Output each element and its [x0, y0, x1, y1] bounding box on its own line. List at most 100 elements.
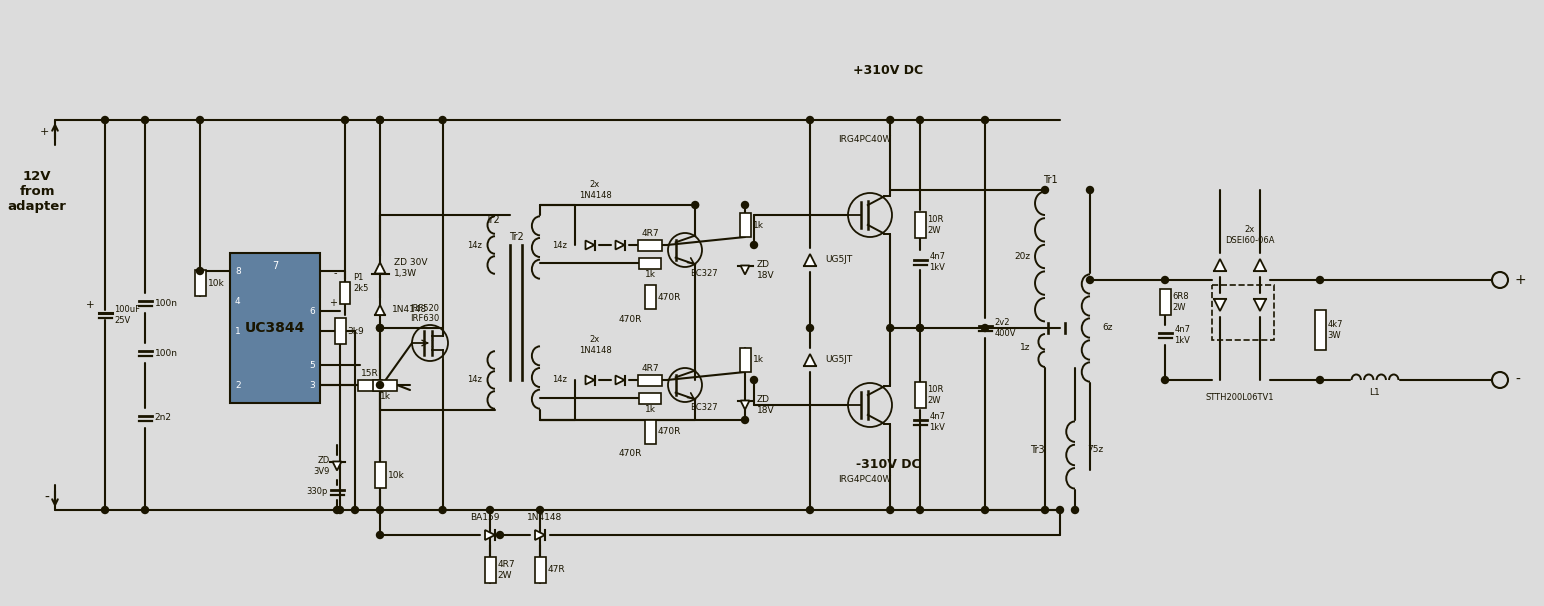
- Polygon shape: [741, 401, 749, 410]
- Text: 6z: 6z: [1102, 324, 1113, 333]
- Text: 6R8
2W: 6R8 2W: [1172, 292, 1189, 311]
- Text: +310V DC: +310V DC: [852, 64, 923, 76]
- Bar: [358, 379, 381, 390]
- Circle shape: [102, 116, 108, 124]
- Circle shape: [377, 116, 383, 124]
- Bar: [230, 253, 320, 403]
- Circle shape: [377, 324, 383, 331]
- Circle shape: [536, 507, 543, 513]
- Circle shape: [1087, 187, 1093, 193]
- Text: ZD 30V
1,3W: ZD 30V 1,3W: [394, 258, 428, 278]
- Text: -: -: [1515, 373, 1519, 387]
- Text: 1k: 1k: [752, 221, 763, 230]
- Polygon shape: [1214, 259, 1226, 271]
- Text: UG5JT: UG5JT: [824, 356, 852, 364]
- Text: 2n2: 2n2: [154, 413, 171, 422]
- Text: Tr2: Tr2: [508, 232, 523, 242]
- Text: 47R: 47R: [548, 565, 565, 574]
- Text: BA159: BA159: [471, 513, 500, 522]
- Polygon shape: [375, 305, 384, 315]
- Circle shape: [196, 116, 204, 124]
- Circle shape: [917, 324, 923, 331]
- Bar: [740, 213, 750, 237]
- Text: 4n7
1kV: 4n7 1kV: [1175, 325, 1190, 345]
- Text: 12V
from
adapter: 12V from adapter: [8, 170, 66, 213]
- Text: 14z: 14z: [553, 241, 567, 250]
- Circle shape: [1161, 276, 1169, 284]
- Text: +: +: [86, 301, 94, 310]
- Text: +: +: [329, 298, 337, 308]
- Text: 10k: 10k: [388, 470, 405, 479]
- Text: ZD
18V: ZD 18V: [757, 261, 775, 280]
- Circle shape: [741, 202, 749, 208]
- Circle shape: [142, 507, 148, 513]
- Text: 6: 6: [309, 307, 315, 316]
- Text: BC327: BC327: [690, 268, 718, 278]
- Polygon shape: [616, 241, 624, 250]
- Circle shape: [982, 116, 988, 124]
- Circle shape: [886, 116, 894, 124]
- Text: 1N4148: 1N4148: [392, 305, 428, 315]
- Circle shape: [438, 116, 446, 124]
- Circle shape: [1072, 507, 1079, 513]
- Polygon shape: [485, 530, 496, 540]
- Text: 330p: 330p: [306, 487, 327, 496]
- Text: +: +: [1515, 273, 1527, 287]
- Circle shape: [196, 267, 204, 275]
- Text: 1: 1: [235, 327, 241, 336]
- Text: 4R7: 4R7: [641, 364, 659, 373]
- Bar: [340, 282, 350, 304]
- Text: IRG4PC40W: IRG4PC40W: [838, 476, 892, 485]
- Text: 100uF
25V: 100uF 25V: [114, 305, 141, 325]
- Text: 470R: 470R: [619, 315, 642, 324]
- Circle shape: [806, 324, 814, 331]
- Polygon shape: [804, 254, 815, 266]
- Text: 14z: 14z: [468, 376, 482, 384]
- Text: UG5JT: UG5JT: [824, 256, 852, 264]
- Text: 20z: 20z: [1014, 252, 1030, 261]
- Text: 470R: 470R: [658, 427, 681, 436]
- Circle shape: [142, 116, 148, 124]
- Polygon shape: [375, 262, 386, 273]
- Circle shape: [377, 324, 383, 331]
- Text: 4n7
1kV: 4n7 1kV: [929, 252, 945, 271]
- Bar: [638, 375, 662, 385]
- Polygon shape: [616, 376, 624, 384]
- Polygon shape: [332, 462, 341, 470]
- Text: 1k: 1k: [380, 392, 391, 401]
- Text: +: +: [40, 127, 49, 137]
- Bar: [1160, 289, 1170, 315]
- Circle shape: [377, 531, 383, 539]
- Text: 14z: 14z: [553, 376, 567, 384]
- Text: 2x
1N4148: 2x 1N4148: [579, 181, 611, 200]
- Text: 470R: 470R: [619, 450, 642, 459]
- Text: 1k: 1k: [644, 270, 656, 279]
- Text: 1N4148: 1N4148: [528, 513, 562, 522]
- Text: 2x
1N4148: 2x 1N4148: [579, 335, 611, 355]
- Text: 4: 4: [235, 296, 241, 305]
- Text: STTH200L06TV1: STTH200L06TV1: [1206, 393, 1274, 402]
- Circle shape: [1087, 276, 1093, 284]
- Circle shape: [750, 242, 758, 248]
- Circle shape: [692, 202, 699, 208]
- Text: ZD
18V: ZD 18V: [757, 395, 775, 415]
- Bar: [1314, 310, 1325, 350]
- Bar: [740, 348, 750, 372]
- Circle shape: [337, 507, 343, 513]
- Bar: [1212, 285, 1274, 340]
- Polygon shape: [741, 265, 749, 275]
- Text: 1k: 1k: [752, 356, 763, 364]
- Circle shape: [352, 507, 358, 513]
- Bar: [485, 557, 496, 583]
- Text: BC327: BC327: [690, 404, 718, 413]
- Circle shape: [1042, 507, 1048, 513]
- Circle shape: [1056, 507, 1064, 513]
- Circle shape: [886, 324, 894, 331]
- Text: L1: L1: [1370, 388, 1380, 397]
- Text: 4k7
3W: 4k7 3W: [1328, 321, 1343, 340]
- Text: 4R7: 4R7: [641, 229, 659, 238]
- Bar: [638, 239, 662, 250]
- Bar: [914, 212, 925, 238]
- Circle shape: [102, 507, 108, 513]
- Circle shape: [917, 116, 923, 124]
